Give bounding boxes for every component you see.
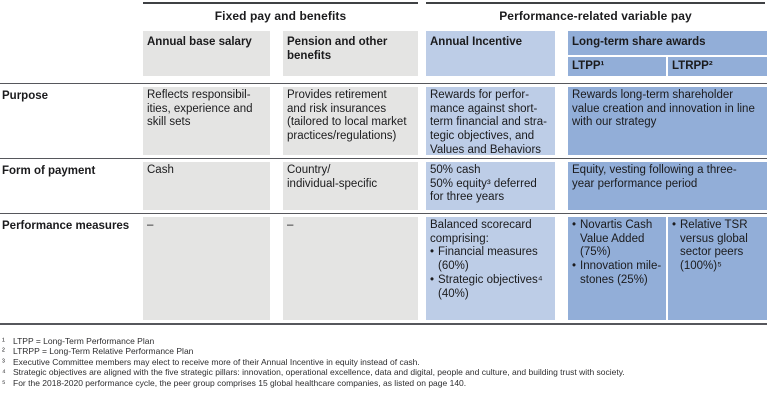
purpose-row: Purpose Reflects responsibil- ities, exp… bbox=[0, 84, 767, 158]
group-header-row: Fixed pay and benefits Performance-relat… bbox=[0, 2, 767, 30]
bullet-item: Novartis Cash Value Added (75%) bbox=[572, 219, 662, 260]
bullet-item: Innovation mile-stones (25%) bbox=[572, 260, 662, 287]
measures-base-salary-cell: – bbox=[143, 217, 270, 320]
column-gap bbox=[418, 159, 426, 213]
footnote-marker: ⁴ bbox=[2, 367, 6, 378]
table-rule bbox=[0, 158, 767, 159]
column-gap bbox=[418, 214, 426, 323]
group-header-variable-pay: Performance-related variable pay bbox=[426, 2, 765, 30]
table-rule bbox=[0, 213, 767, 214]
row-label-form-of-payment: Form of payment bbox=[2, 165, 96, 177]
column-gap bbox=[555, 159, 568, 213]
performance-measures-row: Performance measures – – Balanced scorec… bbox=[0, 214, 767, 323]
footnote-text: Executive Committee members may elect to… bbox=[13, 356, 420, 367]
column-gap bbox=[418, 84, 426, 158]
col-header-long-term-share-awards: Long-term share awards bbox=[568, 31, 767, 55]
col-header-ltrpp: LTRPP² bbox=[668, 57, 767, 76]
form-of-payment-row: Form of payment Cash Country/ individual… bbox=[0, 159, 767, 213]
col-header-pension: Pension and other benefits bbox=[283, 31, 418, 76]
col-header-annual-base-salary: Annual base salary bbox=[143, 31, 270, 76]
purpose-pension-cell: Provides retirement and risk insurances … bbox=[283, 87, 418, 155]
footnote-4: ⁴ Strategic objectives are aligned with … bbox=[2, 367, 767, 377]
form-annual-incentive-cell: 50% cash 50% equity³ deferred for three … bbox=[426, 162, 555, 210]
footnote-text: For the 2018-2020 performance cycle, the… bbox=[13, 377, 467, 388]
footnote-3: ³ Executive Committee members may elect … bbox=[2, 357, 767, 367]
form-base-salary-cell: Cash bbox=[143, 162, 270, 210]
footnote-2: ² LTRPP = Long-Term Relative Performance… bbox=[2, 346, 767, 356]
column-gap bbox=[418, 2, 426, 30]
row-label-purpose: Purpose bbox=[2, 90, 49, 102]
purpose-base-salary-cell: Reflects responsibil- ities, experience … bbox=[143, 87, 270, 155]
column-gap bbox=[270, 30, 283, 83]
footnotes: ¹ LTPP = Long-Term Performance Plan ² LT… bbox=[2, 336, 767, 388]
bullet-item: Relative TSR versus global sector peers … bbox=[672, 219, 763, 274]
column-gap bbox=[270, 159, 283, 213]
footnote-marker: ³ bbox=[2, 356, 5, 367]
table-bottom-rule bbox=[0, 323, 767, 325]
col-header-ltpp: LTPP¹ bbox=[568, 57, 666, 76]
col-header-annual-incentive: Annual Incentive bbox=[426, 31, 555, 76]
measures-ltpp-cell: Novartis Cash Value Added (75%) Innovati… bbox=[568, 217, 666, 320]
table-rule bbox=[0, 83, 767, 84]
column-gap bbox=[418, 30, 426, 83]
footnote-1: ¹ LTPP = Long-Term Performance Plan bbox=[2, 336, 767, 346]
purpose-long-term-cell: Rewards long-term shareholder value crea… bbox=[568, 87, 767, 155]
column-gap bbox=[555, 214, 568, 323]
form-long-term-cell: Equity, vesting following a three- year … bbox=[568, 162, 767, 210]
column-header-spacer bbox=[0, 30, 143, 83]
footnote-marker: ⁵ bbox=[2, 377, 6, 388]
scorecard-intro: Balanced scorecard comprising: bbox=[430, 219, 532, 245]
form-pension-cell: Country/ individual-specific bbox=[283, 162, 418, 210]
column-header-row: Annual base salary Pension and other ben… bbox=[0, 30, 767, 83]
measures-annual-incentive-cell: Balanced scorecard comprising: Financial… bbox=[426, 217, 555, 320]
col-header-long-term-group: Long-term share awards LTPP¹ LTRPP² bbox=[568, 31, 767, 76]
group-header-spacer bbox=[0, 2, 143, 30]
footnote-text: LTRPP = Long-Term Relative Performance P… bbox=[13, 346, 194, 357]
column-gap bbox=[270, 214, 283, 323]
footnote-marker: ¹ bbox=[2, 336, 5, 346]
column-gap bbox=[555, 30, 568, 83]
bullet-item: Financial measures (60%) bbox=[430, 246, 551, 273]
column-gap bbox=[555, 84, 568, 158]
row-label-performance-measures: Performance measures bbox=[2, 220, 130, 232]
bullet-item: Strategic objectives⁴ (40%) bbox=[430, 274, 551, 301]
column-gap bbox=[270, 84, 283, 158]
footnote-text: Strategic objectives are aligned with th… bbox=[13, 367, 625, 378]
footnote-text: LTPP = Long-Term Performance Plan bbox=[13, 336, 155, 346]
footnote-marker: ² bbox=[2, 346, 5, 357]
measures-pension-cell: – bbox=[283, 217, 418, 320]
footnote-5: ⁵ For the 2018-2020 performance cycle, t… bbox=[2, 378, 767, 388]
group-header-fixed-pay: Fixed pay and benefits bbox=[143, 2, 418, 30]
measures-ltrpp-cell: Relative TSR versus global sector peers … bbox=[668, 217, 767, 320]
purpose-annual-incentive-cell: Rewards for perfor- mance against short-… bbox=[426, 87, 555, 156]
